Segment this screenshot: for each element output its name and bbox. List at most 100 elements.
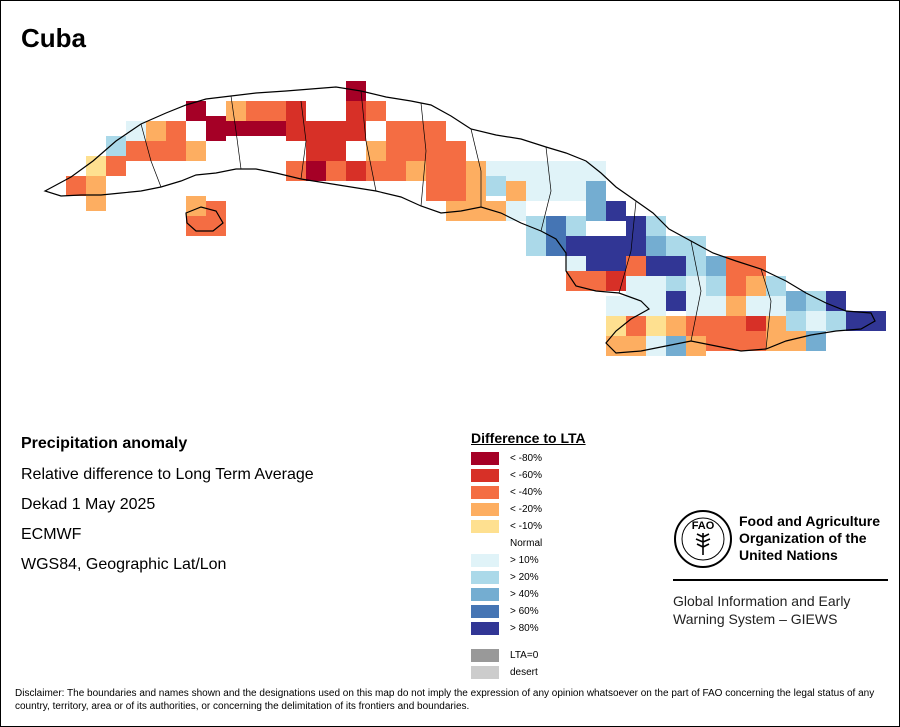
anomaly-cell	[526, 236, 546, 256]
legend-label: < -60%	[510, 470, 542, 481]
anomaly-cell	[546, 161, 566, 181]
anomaly-cell	[506, 181, 526, 201]
anomaly-cell	[406, 121, 426, 141]
anomaly-cell	[326, 161, 346, 181]
anomaly-cell	[766, 276, 786, 296]
anomaly-cell	[446, 161, 466, 181]
anomaly-cell	[626, 236, 646, 256]
anomaly-cell	[786, 331, 806, 351]
fao-name: Food and Agriculture Organization of the…	[739, 513, 881, 563]
legend-label: > 40%	[510, 589, 539, 600]
anomaly-cell	[126, 141, 146, 161]
info-line-source: ECMWF	[21, 526, 82, 543]
anomaly-cell	[486, 176, 506, 196]
anomaly-cell	[646, 316, 666, 336]
anomaly-cell	[626, 276, 646, 296]
info-line-projection: WGS84, Geographic Lat/Lon	[21, 556, 227, 573]
anomaly-cell	[426, 181, 446, 201]
anomaly-cell	[146, 121, 166, 141]
anomaly-cell	[426, 161, 446, 181]
legend-swatch	[471, 469, 499, 482]
anomaly-cell	[346, 161, 366, 181]
anomaly-cell	[306, 141, 326, 161]
legend-swatch	[471, 588, 499, 601]
anomaly-cell	[506, 161, 526, 181]
anomaly-cell	[226, 101, 246, 121]
anomaly-cell	[646, 256, 666, 276]
anomaly-cell	[686, 296, 706, 316]
anomaly-cell	[586, 161, 606, 181]
anomaly-cell	[746, 331, 766, 351]
anomaly-cell	[326, 121, 346, 141]
province-borders	[140, 90, 772, 350]
anomaly-cell	[746, 276, 766, 296]
legend-swatch	[471, 571, 499, 584]
anomaly-cell	[526, 181, 546, 201]
legend-swatch	[471, 666, 499, 679]
anomaly-cell	[666, 256, 686, 276]
anomaly-cell	[106, 156, 126, 176]
fao-divider	[673, 579, 888, 581]
anomaly-cell	[806, 311, 826, 331]
anomaly-cell	[466, 161, 486, 181]
anomaly-cell	[186, 141, 206, 161]
anomaly-cell	[726, 256, 746, 276]
anomaly-cell	[86, 191, 106, 211]
anomaly-cell	[566, 236, 586, 256]
isla-de-la-juventud	[185, 206, 224, 232]
anomaly-cell	[666, 236, 686, 256]
info-line-period: Dekad 1 May 2025	[21, 496, 156, 513]
anomaly-cell	[786, 291, 806, 311]
anomaly-cell	[626, 316, 646, 336]
legend-label: > 80%	[510, 623, 539, 634]
anomaly-cell	[666, 316, 686, 336]
anomaly-cell	[686, 316, 706, 336]
anomaly-cell	[766, 296, 786, 316]
anomaly-cell	[586, 271, 606, 291]
anomaly-cell	[326, 141, 346, 161]
anomaly-cell	[646, 336, 666, 356]
anomaly-grid	[66, 81, 886, 356]
legend-label: < -80%	[510, 453, 542, 464]
anomaly-cell	[346, 121, 366, 141]
anomaly-cell	[306, 161, 326, 181]
anomaly-cell	[466, 181, 486, 201]
anomaly-cell	[346, 101, 366, 121]
anomaly-cell	[366, 141, 386, 161]
anomaly-cell	[846, 311, 866, 331]
legend-label: < -40%	[510, 487, 542, 498]
anomaly-cell	[566, 271, 586, 291]
anomaly-cell	[166, 141, 186, 161]
anomaly-cell	[466, 201, 486, 221]
legend-label: < -10%	[510, 521, 542, 532]
legend-label: > 20%	[510, 572, 539, 583]
anomaly-cell	[146, 141, 166, 161]
anomaly-cell	[426, 141, 446, 161]
anomaly-cell	[726, 296, 746, 316]
anomaly-cell	[826, 311, 846, 331]
anomaly-cell	[246, 101, 266, 121]
legend-label: < -20%	[510, 504, 542, 515]
giews-name: Global Information and Early Warning Sys…	[673, 593, 851, 627]
info-line-variable: Relative difference to Long Term Average	[21, 466, 314, 483]
anomaly-cell	[686, 336, 706, 356]
anomaly-cell	[606, 236, 626, 256]
anomaly-cell	[446, 141, 466, 161]
anomaly-cell	[726, 276, 746, 296]
anomaly-cell	[706, 276, 726, 296]
anomaly-cell	[206, 121, 226, 141]
anomaly-cell	[766, 331, 786, 351]
legend-label: Normal	[510, 538, 543, 549]
anomaly-cell	[406, 141, 426, 161]
anomaly-cell	[586, 201, 606, 221]
legend-title: Difference to LTA	[471, 430, 586, 446]
anomaly-cell	[746, 296, 766, 316]
fao-logo-icon: FAO	[674, 510, 732, 568]
anomaly-cell	[546, 181, 566, 201]
cuba-coastline	[43, 86, 876, 354]
anomaly-cell	[186, 216, 206, 236]
anomaly-cell	[566, 161, 586, 181]
anomaly-cell	[286, 101, 306, 121]
anomaly-cell	[66, 176, 86, 196]
anomaly-cell	[706, 296, 726, 316]
